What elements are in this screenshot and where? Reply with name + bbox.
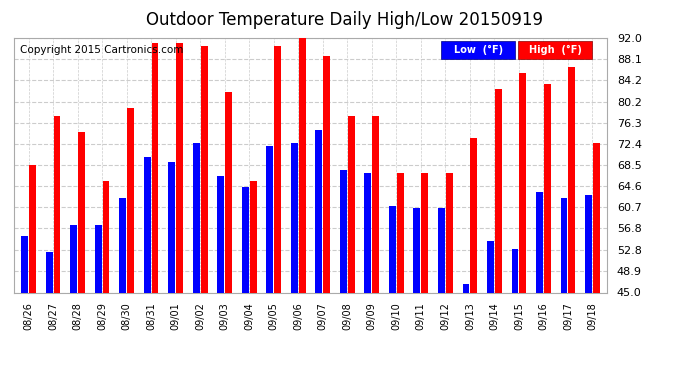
Bar — [21, 236, 28, 375]
Bar — [201, 46, 208, 375]
Bar — [266, 146, 273, 375]
Bar — [560, 198, 567, 375]
Bar — [299, 38, 306, 375]
Bar — [291, 143, 298, 375]
FancyBboxPatch shape — [441, 41, 515, 59]
Bar — [471, 138, 477, 375]
Bar — [78, 132, 85, 375]
Bar — [176, 43, 183, 375]
Bar — [422, 173, 428, 375]
Bar — [29, 165, 36, 375]
Bar — [168, 162, 175, 375]
Bar — [462, 284, 469, 375]
Bar — [348, 116, 355, 375]
Bar — [250, 181, 257, 375]
Text: Outdoor Temperature Daily High/Low 20150919: Outdoor Temperature Daily High/Low 20150… — [146, 11, 544, 29]
Bar — [364, 173, 371, 375]
Bar — [152, 43, 159, 375]
Bar — [544, 84, 551, 375]
Bar — [438, 209, 445, 375]
Bar — [397, 173, 404, 375]
Bar — [413, 209, 420, 375]
Bar — [274, 46, 281, 375]
Text: Copyright 2015 Cartronics.com: Copyright 2015 Cartronics.com — [20, 45, 183, 55]
Bar — [95, 225, 101, 375]
Bar — [569, 68, 575, 375]
Bar — [193, 143, 199, 375]
Bar — [511, 249, 518, 375]
Bar — [389, 206, 396, 375]
Bar — [315, 130, 322, 375]
Bar — [536, 192, 543, 375]
Bar — [446, 173, 453, 375]
Bar — [487, 241, 494, 375]
Bar — [340, 170, 347, 375]
Bar — [593, 143, 600, 375]
Bar — [144, 157, 150, 375]
Bar — [520, 73, 526, 375]
Bar — [119, 198, 126, 375]
Bar — [46, 252, 52, 375]
Bar — [225, 92, 232, 375]
Bar — [323, 57, 330, 375]
Text: Low  (°F): Low (°F) — [454, 45, 503, 55]
Bar — [241, 187, 248, 375]
Bar — [103, 181, 110, 375]
Bar — [585, 195, 592, 375]
Text: High  (°F): High (°F) — [529, 45, 582, 55]
Bar — [70, 225, 77, 375]
Bar — [54, 116, 61, 375]
Bar — [127, 108, 134, 375]
Bar — [217, 176, 224, 375]
Bar — [373, 116, 380, 375]
Bar — [495, 89, 502, 375]
FancyBboxPatch shape — [518, 41, 592, 59]
